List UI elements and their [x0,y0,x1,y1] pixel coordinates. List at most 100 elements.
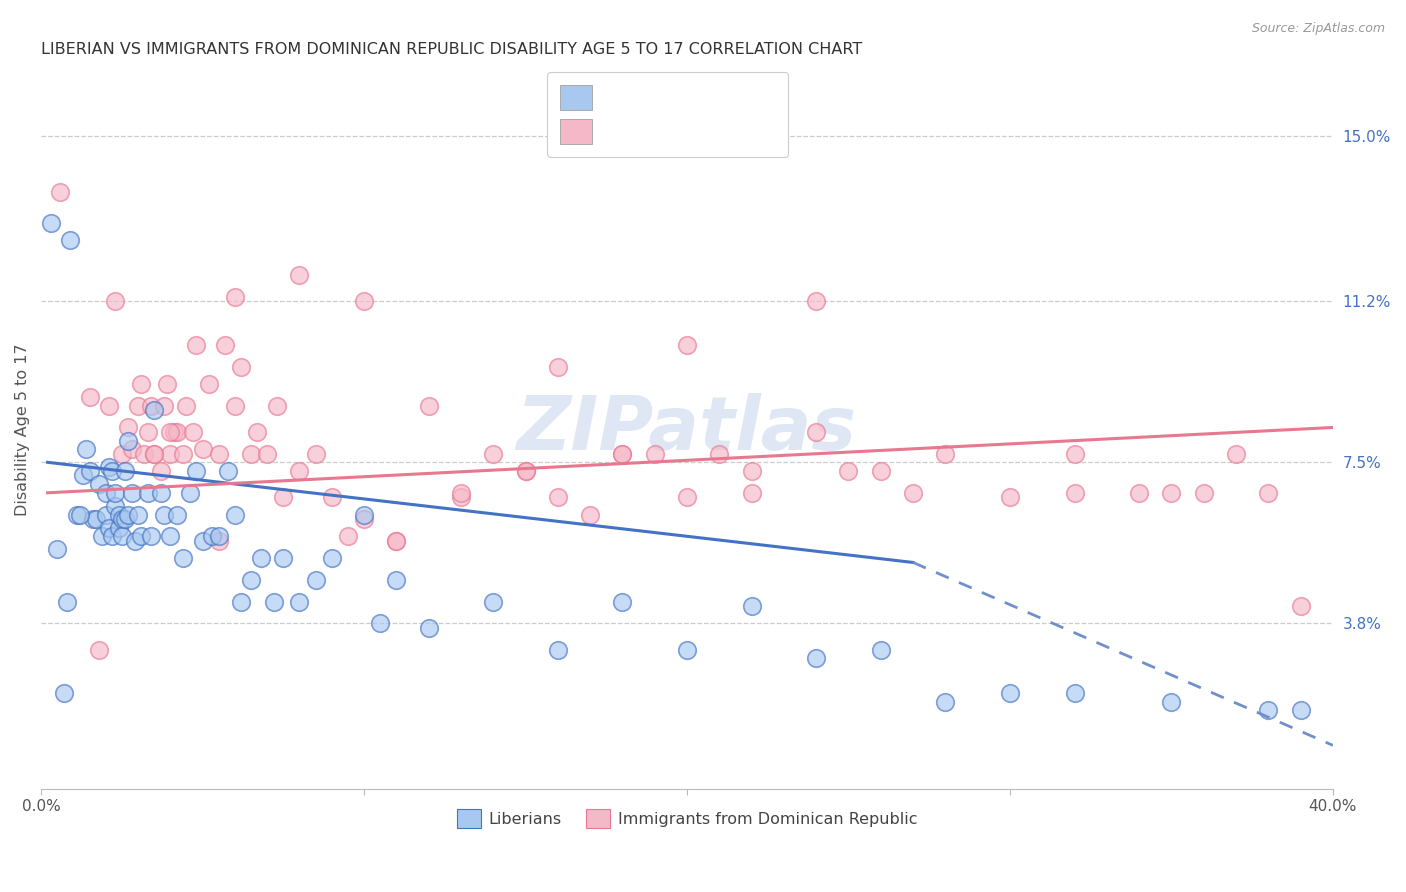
Point [117,434,139,448]
Point [806,294,828,309]
Point [741,485,763,500]
Point [114,464,136,478]
Point [515,464,537,478]
Point [176,399,198,413]
Text: R =: R = [578,101,616,119]
Point [97,399,120,413]
Point [901,485,924,500]
Text: 80: 80 [721,136,747,153]
Point [934,447,956,461]
Point [321,490,343,504]
Point [134,447,156,461]
Point [676,337,699,351]
Point [143,447,166,461]
Point [127,508,149,522]
Point [385,533,408,548]
Point [124,533,146,548]
Point [69,508,91,522]
Point [107,508,129,522]
Point [612,447,634,461]
Point [450,490,472,504]
Point [114,512,136,526]
Point [304,573,326,587]
Point [121,442,143,457]
Point [869,464,891,478]
Point [117,508,139,522]
Point [97,459,120,474]
Point [246,425,269,439]
Point [385,533,408,548]
Text: N =: N = [679,101,731,119]
Point [288,594,311,608]
Point [806,651,828,665]
Point [56,594,79,608]
Point [676,490,699,504]
Point [149,464,172,478]
Point [1160,695,1182,709]
Point [231,594,253,608]
Point [107,521,129,535]
Point [72,468,94,483]
Point [59,233,82,247]
Point [224,508,246,522]
Point [104,294,127,309]
Point [89,642,111,657]
Point [321,551,343,566]
Point [231,359,253,374]
Text: ZIPatlas: ZIPatlas [517,393,858,467]
Point [249,551,271,566]
Point [208,529,231,543]
Text: -0.117: -0.117 [609,101,672,119]
Point [156,376,179,391]
Point [159,529,181,543]
Point [482,447,505,461]
Point [515,464,537,478]
Point [136,485,159,500]
Point [806,425,828,439]
Point [104,499,127,513]
Point [547,490,569,504]
Point [1128,485,1150,500]
Point [837,464,859,478]
Point [224,399,246,413]
Point [46,542,69,557]
Point [159,447,181,461]
Point [184,464,207,478]
Point [111,447,134,461]
Point [139,399,162,413]
Point [741,599,763,613]
Point [482,594,505,608]
Point [136,425,159,439]
Point [612,447,634,461]
Point [201,529,224,543]
Y-axis label: Disability Age 5 to 17: Disability Age 5 to 17 [15,343,30,516]
Point [214,337,236,351]
Point [52,686,75,700]
Point [79,464,101,478]
Point [172,447,194,461]
Text: 74: 74 [721,101,747,119]
Point [273,490,295,504]
Point [143,403,166,417]
Point [191,533,214,548]
Point [159,425,181,439]
Text: 0.128: 0.128 [609,136,672,153]
Point [149,485,172,500]
Point [579,508,602,522]
Point [75,442,97,457]
Point [1063,686,1085,700]
Text: R =: R = [578,136,616,153]
Point [709,447,731,461]
Point [612,594,634,608]
Point [121,485,143,500]
Point [240,573,263,587]
Point [94,485,117,500]
Point [1257,485,1279,500]
Point [1289,599,1312,613]
Point [450,485,472,500]
Point [1289,704,1312,718]
Point [869,642,891,657]
Point [117,420,139,434]
Text: LIBERIAN VS IMMIGRANTS FROM DOMINICAN REPUBLIC DISABILITY AGE 5 TO 17 CORRELATIO: LIBERIAN VS IMMIGRANTS FROM DOMINICAN RE… [41,42,862,57]
Point [97,521,120,535]
